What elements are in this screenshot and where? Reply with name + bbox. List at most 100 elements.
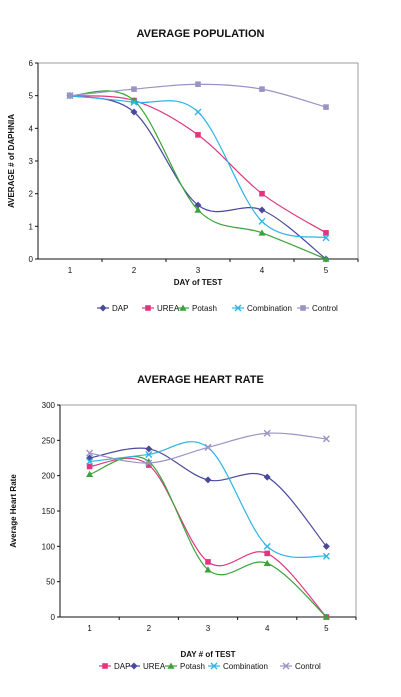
data-point: [263, 473, 271, 481]
legend-marker: [282, 662, 290, 670]
series-combination: [66, 92, 330, 242]
legend-item: Combination: [208, 662, 268, 671]
data-point: [86, 463, 93, 470]
heart-rate-chart-svg: 0 50 100 150 200 250 300 1 2 3 4 5 DAY # of TEST Aver…: [9, 401, 357, 671]
data-point: [145, 459, 153, 467]
legend-label: Potash: [180, 662, 205, 671]
data-point: [204, 476, 212, 484]
y-tick-label: 100: [42, 542, 56, 551]
legend-item: DAP: [97, 304, 128, 313]
data-point: [67, 92, 73, 99]
series-potash: [66, 90, 330, 262]
y-tick-label: 5: [29, 92, 34, 101]
y-tick-label: 1: [29, 222, 34, 231]
data-point: [130, 98, 138, 106]
chart-title: AVERAGE HEART RATE: [137, 374, 264, 386]
population-chart: AVERAGE POPULATION 0 1 2 3 4 5 6 1 2 3 4 5 DAY of TE…: [0, 0, 401, 340]
y-tick-label: 0: [51, 613, 56, 622]
y-tick-label: 250: [42, 436, 56, 445]
data-point: [322, 234, 330, 242]
y-tick-label: 2: [29, 190, 34, 199]
legend-item: Potash: [177, 304, 217, 313]
data-point: [131, 86, 137, 92]
x-tick-label: 3: [206, 624, 211, 633]
data-point: [145, 450, 153, 458]
data-point: [194, 201, 202, 209]
series-line: [69, 95, 327, 239]
data-point: [263, 542, 271, 550]
data-point: [194, 206, 202, 213]
x-tick-label: 3: [196, 266, 201, 275]
population-chart-svg: 0 1 2 3 4 5 6 1 2 3 4 5 DAY of TEST AVERAGE # of DAPH…: [7, 59, 359, 313]
series-control: [86, 429, 330, 467]
x-tick-label: 2: [132, 266, 137, 275]
legend-item: UREA: [142, 304, 180, 313]
y-tick-label: 3: [29, 157, 34, 166]
legend-label: Combination: [223, 662, 268, 671]
legend-marker: [179, 304, 187, 311]
data-point: [205, 559, 211, 565]
data-point: [258, 217, 266, 225]
legend-marker: [99, 304, 107, 312]
legend-item: DAP: [99, 662, 130, 671]
legend-label: Combination: [247, 304, 292, 313]
data-point: [86, 449, 94, 457]
data-point: [258, 229, 266, 236]
legend-label: DAP: [112, 304, 128, 313]
series-urea: [86, 445, 330, 550]
x-tick-label: 1: [87, 624, 92, 633]
y-tick-label: 150: [42, 507, 56, 516]
y-tick-label: 300: [42, 401, 56, 410]
legend-label: Control: [312, 304, 338, 313]
legend-marker: [210, 662, 218, 670]
series-line: [89, 447, 327, 547]
x-axis-label: DAY # of TEST: [180, 650, 235, 659]
legend-label: Control: [295, 662, 321, 671]
x-tick-label: 4: [260, 266, 265, 275]
data-point: [322, 613, 330, 620]
legend-marker: [234, 304, 242, 312]
series-urea: [67, 92, 329, 236]
chart-title: AVERAGE POPULATION: [136, 28, 265, 40]
legend-item: Control: [280, 662, 321, 671]
data-point: [259, 86, 265, 92]
y-axis-label: AVERAGE # of DAPHNIA: [7, 114, 16, 208]
legend-label: DAP: [114, 662, 130, 671]
x-tick-label: 5: [324, 266, 329, 275]
data-point: [130, 108, 138, 116]
x-tick-label: 4: [265, 624, 270, 633]
data-point: [322, 552, 330, 560]
series-line: [69, 90, 327, 260]
x-tick-label: 1: [68, 266, 73, 275]
legend-marker: [102, 663, 108, 669]
series-control: [67, 81, 329, 110]
legend-label: UREA: [157, 304, 180, 313]
y-axis-label: Average Heart Rate: [9, 474, 18, 548]
legend-marker: [300, 305, 306, 311]
y-tick-label: 200: [42, 472, 56, 481]
legend-marker: [145, 305, 151, 311]
series-combination: [86, 441, 330, 560]
data-point: [204, 443, 212, 451]
legend-label: UREA: [143, 662, 166, 671]
x-tick-label: 5: [324, 624, 329, 633]
data-point: [322, 255, 330, 262]
data-point: [145, 445, 153, 453]
y-tick-label: 6: [29, 59, 34, 68]
heart-rate-chart: AVERAGE HEART RATE 0 50 100 150 200 250 300 1 2 3…: [0, 360, 401, 697]
series-line: [69, 83, 327, 108]
plot-area: [37, 62, 359, 260]
legend-item: UREA: [128, 662, 166, 671]
data-point: [264, 550, 270, 557]
legend-marker: [167, 662, 175, 669]
data-point: [146, 462, 152, 468]
series-dap: [66, 92, 330, 263]
data-point: [195, 81, 201, 88]
x-axis-label: DAY of TEST: [174, 278, 223, 287]
data-point: [322, 542, 330, 550]
legend-label: Potash: [192, 304, 217, 313]
legend-item: Potash: [165, 662, 205, 671]
data-point: [258, 206, 266, 214]
data-point: [263, 429, 271, 437]
data-point: [322, 435, 330, 443]
